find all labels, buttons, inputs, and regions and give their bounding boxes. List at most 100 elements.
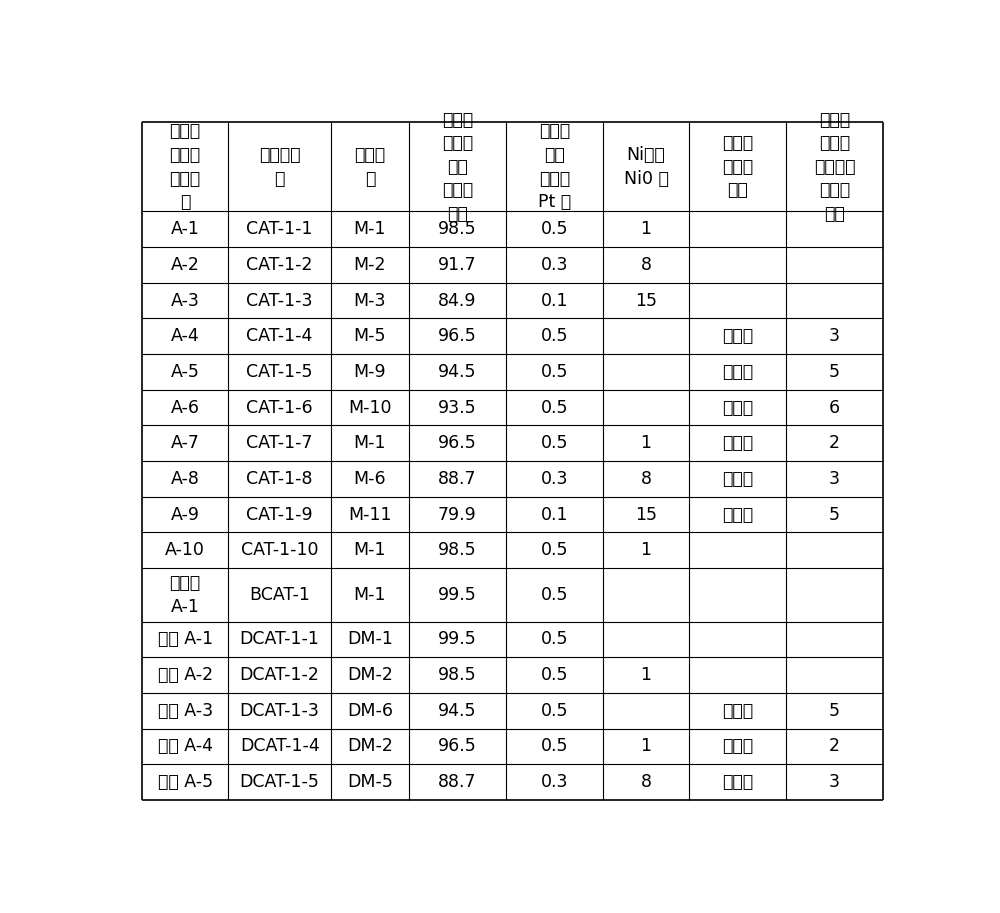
Text: 0.5: 0.5 — [541, 327, 568, 345]
Text: 硝酸铜: 硝酸铜 — [722, 435, 753, 452]
Text: DM-1: DM-1 — [347, 630, 393, 648]
Text: M-11: M-11 — [348, 506, 392, 523]
Text: 88.7: 88.7 — [438, 773, 477, 791]
Text: 对比 A-4: 对比 A-4 — [158, 738, 213, 755]
Text: 94.5: 94.5 — [438, 362, 477, 381]
Text: 94.5: 94.5 — [438, 702, 477, 719]
Text: A-5: A-5 — [171, 362, 200, 381]
Text: 0.5: 0.5 — [541, 220, 568, 238]
Text: DCAT-1-1: DCAT-1-1 — [240, 630, 320, 648]
Text: CAT-1-5: CAT-1-5 — [246, 362, 313, 381]
Text: 5: 5 — [829, 506, 840, 523]
Text: CAT-1-9: CAT-1-9 — [246, 506, 313, 523]
Text: M-3: M-3 — [354, 291, 386, 310]
Text: 对比 A-1: 对比 A-1 — [158, 630, 213, 648]
Text: 96.5: 96.5 — [438, 738, 477, 755]
Text: 99.5: 99.5 — [438, 586, 477, 603]
Text: M-2: M-2 — [354, 256, 386, 274]
Text: 0.5: 0.5 — [541, 586, 568, 603]
Text: CAT-1-10: CAT-1-10 — [241, 541, 318, 560]
Text: 催化剂编
号: 催化剂编 号 — [259, 146, 300, 187]
Text: CAT-1-3: CAT-1-3 — [246, 291, 313, 310]
Text: M-9: M-9 — [354, 362, 386, 381]
Text: 79.9: 79.9 — [438, 506, 477, 523]
Text: 硝酸铜: 硝酸铜 — [722, 399, 753, 416]
Text: 0.5: 0.5 — [541, 666, 568, 684]
Text: 0.5: 0.5 — [541, 435, 568, 452]
Text: 8: 8 — [640, 773, 651, 791]
Text: 催化剂
制备实
施例编
号: 催化剂 制备实 施例编 号 — [170, 122, 201, 211]
Text: 96.5: 96.5 — [438, 327, 477, 345]
Text: CAT-1-6: CAT-1-6 — [246, 399, 313, 416]
Text: M-1: M-1 — [354, 220, 386, 238]
Text: 1: 1 — [640, 220, 651, 238]
Text: 98.5: 98.5 — [438, 541, 477, 560]
Text: 0.5: 0.5 — [541, 738, 568, 755]
Text: CAT-1-2: CAT-1-2 — [246, 256, 313, 274]
Text: M-5: M-5 — [354, 327, 386, 345]
Text: 1: 1 — [640, 666, 651, 684]
Text: M-1: M-1 — [354, 435, 386, 452]
Text: DCAT-1-3: DCAT-1-3 — [240, 702, 320, 719]
Text: 1: 1 — [640, 435, 651, 452]
Text: DCAT-1-4: DCAT-1-4 — [240, 738, 320, 755]
Text: DM-2: DM-2 — [347, 666, 393, 684]
Text: 88.7: 88.7 — [438, 470, 477, 488]
Text: 93.5: 93.5 — [438, 399, 477, 416]
Text: A-9: A-9 — [171, 506, 200, 523]
Text: 3: 3 — [829, 327, 840, 345]
Text: DM-2: DM-2 — [347, 738, 393, 755]
Text: 99.5: 99.5 — [438, 630, 477, 648]
Text: 载体重
量（重
量份
数），
干基: 载体重 量（重 量份 数）， 干基 — [442, 110, 473, 223]
Text: 2: 2 — [829, 738, 840, 755]
Text: M-6: M-6 — [354, 470, 386, 488]
Text: 0.3: 0.3 — [541, 470, 568, 488]
Text: CAT-1-1: CAT-1-1 — [246, 220, 313, 238]
Text: 比较例
A-1: 比较例 A-1 — [170, 574, 201, 615]
Text: 6: 6 — [829, 399, 840, 416]
Text: DM-6: DM-6 — [347, 702, 393, 719]
Text: A-4: A-4 — [171, 327, 200, 345]
Text: Ni，以
Ni0 计: Ni，以 Ni0 计 — [624, 146, 668, 187]
Text: 5: 5 — [829, 362, 840, 381]
Text: 对比 A-5: 对比 A-5 — [158, 773, 213, 791]
Text: CAT-1-4: CAT-1-4 — [246, 327, 313, 345]
Text: 1: 1 — [640, 738, 651, 755]
Text: 84.9: 84.9 — [438, 291, 477, 310]
Text: CAT-1-8: CAT-1-8 — [246, 470, 313, 488]
Text: 91.7: 91.7 — [438, 256, 477, 274]
Text: 0.5: 0.5 — [541, 362, 568, 381]
Text: 其它金
属原料
名称: 其它金 属原料 名称 — [722, 134, 753, 199]
Text: 氯化锡: 氯化锡 — [722, 470, 753, 488]
Text: 8: 8 — [640, 470, 651, 488]
Text: DM-5: DM-5 — [347, 773, 393, 791]
Text: 载体编
号: 载体编 号 — [354, 146, 386, 187]
Text: M-10: M-10 — [348, 399, 392, 416]
Text: 硝酸锰: 硝酸锰 — [722, 506, 753, 523]
Text: 硝酸锰: 硝酸锰 — [722, 702, 753, 719]
Text: A-6: A-6 — [171, 399, 200, 416]
Text: 3: 3 — [829, 470, 840, 488]
Text: 0.5: 0.5 — [541, 541, 568, 560]
Text: 0.1: 0.1 — [541, 291, 568, 310]
Text: A-1: A-1 — [171, 220, 200, 238]
Text: 硝酸锰: 硝酸锰 — [722, 362, 753, 381]
Text: A-8: A-8 — [171, 470, 200, 488]
Text: 15: 15 — [635, 291, 657, 310]
Text: 氯化锡: 氯化锡 — [722, 773, 753, 791]
Text: A-2: A-2 — [171, 256, 200, 274]
Text: CAT-1-7: CAT-1-7 — [246, 435, 313, 452]
Text: 其它金
属重量
份，（以
氧化物
计）: 其它金 属重量 份，（以 氧化物 计） — [814, 110, 855, 223]
Text: 氯铂酸
重量
份，以
Pt 计: 氯铂酸 重量 份，以 Pt 计 — [538, 122, 571, 211]
Text: A-10: A-10 — [165, 541, 205, 560]
Text: M-1: M-1 — [354, 541, 386, 560]
Text: 氯化锡: 氯化锡 — [722, 327, 753, 345]
Text: 0.5: 0.5 — [541, 702, 568, 719]
Text: 96.5: 96.5 — [438, 435, 477, 452]
Text: 0.3: 0.3 — [541, 256, 568, 274]
Text: 98.5: 98.5 — [438, 666, 477, 684]
Text: M-1: M-1 — [354, 586, 386, 603]
Text: BCAT-1: BCAT-1 — [249, 586, 310, 603]
Text: 2: 2 — [829, 435, 840, 452]
Text: 98.5: 98.5 — [438, 220, 477, 238]
